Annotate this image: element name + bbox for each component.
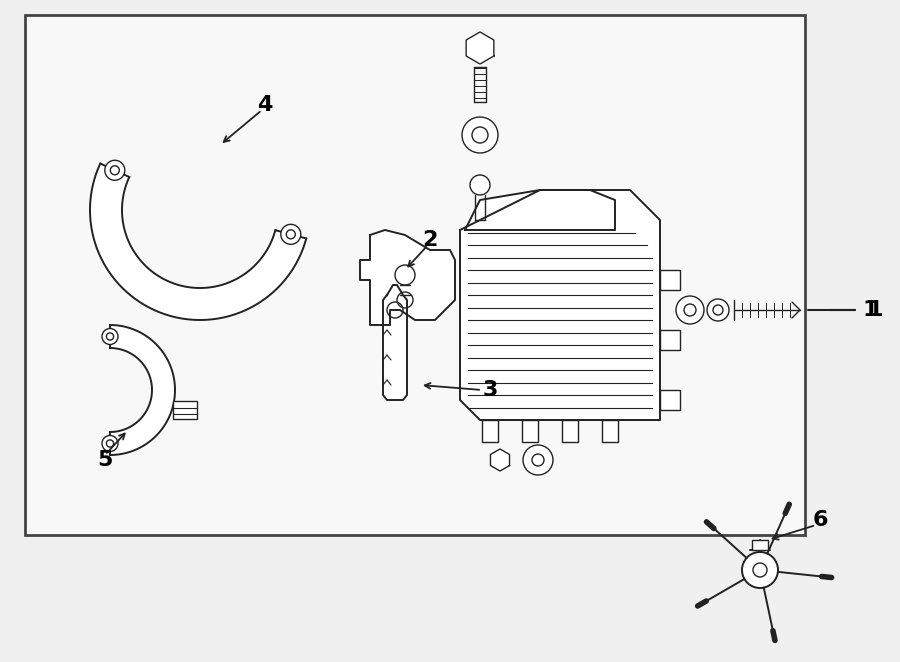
Text: 2: 2 bbox=[422, 230, 437, 250]
Polygon shape bbox=[460, 190, 660, 420]
Polygon shape bbox=[90, 164, 306, 320]
Bar bbox=[660, 330, 680, 350]
Text: 3: 3 bbox=[482, 380, 498, 400]
Text: 5: 5 bbox=[97, 450, 112, 470]
Polygon shape bbox=[465, 190, 615, 230]
Bar bbox=[482, 420, 498, 442]
Polygon shape bbox=[360, 230, 455, 325]
Bar bbox=[602, 420, 618, 442]
Bar bbox=[522, 420, 538, 442]
Circle shape bbox=[470, 175, 490, 195]
Text: 1: 1 bbox=[868, 300, 883, 320]
Circle shape bbox=[102, 436, 118, 451]
Text: 4: 4 bbox=[257, 95, 273, 115]
Circle shape bbox=[281, 224, 301, 244]
Circle shape bbox=[707, 299, 729, 321]
Circle shape bbox=[676, 296, 704, 324]
Bar bbox=[660, 390, 680, 410]
Circle shape bbox=[742, 552, 778, 588]
Bar bbox=[752, 540, 768, 550]
Polygon shape bbox=[110, 325, 175, 455]
Text: 6: 6 bbox=[812, 510, 828, 530]
Bar bbox=[173, 401, 197, 419]
Bar bbox=[25, 15, 805, 535]
Bar bbox=[660, 270, 680, 290]
Circle shape bbox=[104, 160, 125, 180]
Polygon shape bbox=[383, 285, 407, 400]
Circle shape bbox=[102, 328, 118, 344]
Bar bbox=[562, 420, 578, 442]
Circle shape bbox=[523, 445, 553, 475]
Polygon shape bbox=[466, 32, 494, 64]
Polygon shape bbox=[491, 449, 509, 471]
Circle shape bbox=[462, 117, 498, 153]
Text: 1: 1 bbox=[862, 300, 878, 320]
